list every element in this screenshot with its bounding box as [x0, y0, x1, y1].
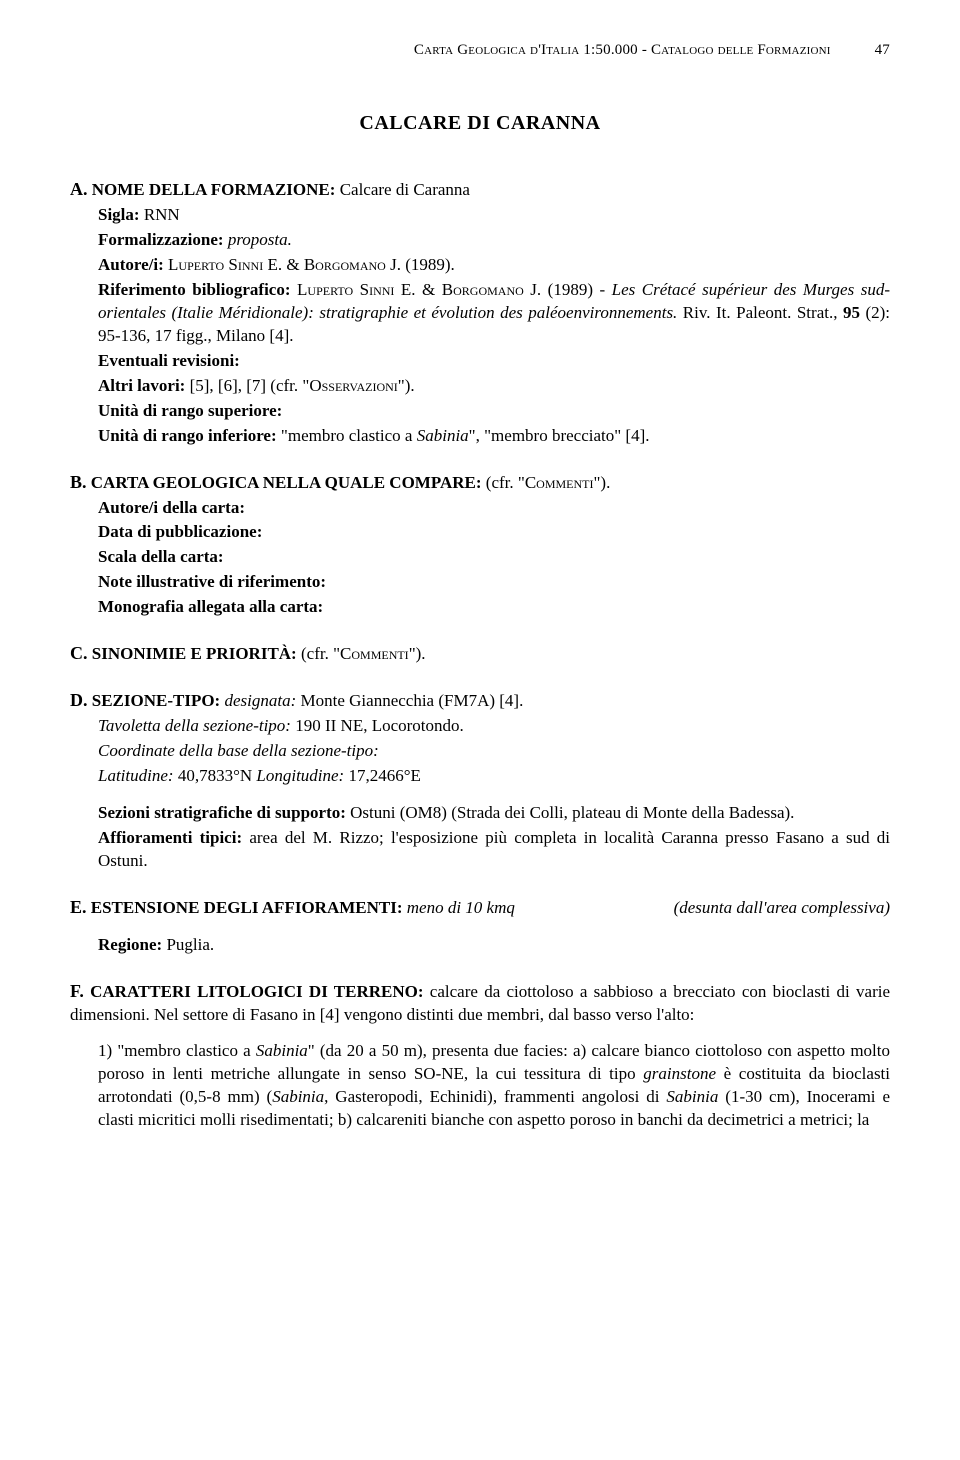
lat-value: 40,7833°N	[174, 766, 257, 785]
section-letter-a: A.	[70, 179, 88, 199]
rif-vol: 95	[843, 303, 860, 322]
c-pre: (cfr. "	[297, 644, 340, 663]
b-sc: Commenti	[525, 473, 594, 492]
d-post1: Monte Giannecchia (FM7A) [4].	[296, 691, 523, 710]
aff-label: Affioramenti tipici:	[98, 828, 242, 847]
autore-sc2: Borgomano	[304, 255, 386, 274]
regione-value: Puglia.	[162, 935, 214, 954]
b-f5: Monografia allegata alla carta:	[98, 597, 323, 616]
rif-tail: Riv. It. Paleont. Strat.,	[677, 303, 843, 322]
sup-label: Unità di rango superiore:	[98, 401, 282, 420]
formalizzazione-label: Formalizzazione:	[98, 230, 224, 249]
inf-italic: Sabinia	[417, 426, 469, 445]
section-a: A. NOME DELLA FORMAZIONE: Calcare di Car…	[70, 177, 890, 447]
rif-sc2: Borgomano	[442, 280, 524, 299]
c-post: ").	[409, 644, 426, 663]
d-it1: designata:	[224, 691, 296, 710]
c-sc: Commenti	[340, 644, 409, 663]
e-heading: ESTENSIONE DEGLI AFFIORAMENTI:	[91, 898, 403, 917]
f-p1-it4: Sabinia	[666, 1087, 718, 1106]
regione-label: Regione:	[98, 935, 162, 954]
e-desunta: (desunta dall'area complessiva)	[654, 897, 890, 920]
lon-label: Longitudine:	[256, 766, 344, 785]
lon-value: 17,2466°E	[344, 766, 421, 785]
rif-mid2: J. (1989) -	[524, 280, 612, 299]
a-heading-value: Calcare di Caranna	[335, 180, 470, 199]
running-title: Carta Geologica d'Italia 1:50.000 - Cata…	[414, 42, 831, 58]
running-header: Carta Geologica d'Italia 1:50.000 - Cata…	[70, 40, 890, 60]
altri-value: [5], [6], [7] (cfr. "	[185, 376, 309, 395]
rev-label: Eventuali revisioni:	[98, 351, 240, 370]
autore-post: J. (1989).	[386, 255, 455, 274]
section-e: E. ESTENSIONE DEGLI AFFIORAMENTI: meno d…	[70, 895, 890, 957]
b-pre: (cfr. "	[482, 473, 525, 492]
altri-value2: ").	[398, 376, 415, 395]
b-f1: Autore/i della carta:	[98, 498, 245, 517]
f-p1-mid3: , Gasteropodi, Echinidi), frammenti ango…	[324, 1087, 666, 1106]
autore-mid: E. &	[263, 255, 304, 274]
formalizzazione-value: proposta.	[224, 230, 292, 249]
f-p1-it3: Sabinia	[272, 1087, 324, 1106]
f-heading: CARATTERI LITOLOGICI DI TERRENO:	[90, 982, 423, 1001]
e-value: meno di 10 kmq	[403, 898, 515, 917]
b-f2: Data di pubblicazione:	[98, 522, 262, 541]
rif-sc1: Luperto Sinni	[297, 280, 394, 299]
d-heading: SEZIONE-TIPO:	[92, 691, 220, 710]
page-number: 47	[875, 40, 890, 60]
c-heading: SINONIMIE E PRIORITÀ:	[92, 644, 297, 663]
sigla-value: RNN	[140, 205, 180, 224]
section-d: D. SEZIONE-TIPO: designata: Monte Gianne…	[70, 688, 890, 873]
section-letter-e: E.	[70, 897, 87, 917]
inf-pre: "membro clastico a	[277, 426, 417, 445]
autore-sc1: Luperto Sinni	[168, 255, 263, 274]
autore-label: Autore/i:	[98, 255, 164, 274]
altri-sc: Osservazioni	[309, 376, 397, 395]
sigla-label: Sigla:	[98, 205, 140, 224]
b-post: ").	[593, 473, 610, 492]
sezioni-value: Ostuni (OM8) (Strada dei Colli, plateau …	[346, 803, 795, 822]
b-heading: CARTA GEOLOGICA NELLA QUALE COMPARE:	[91, 473, 482, 492]
b-f3: Scala della carta:	[98, 547, 224, 566]
section-letter-f: F.	[70, 981, 84, 1001]
tav-value: 190 II NE, Locorotondo.	[291, 716, 464, 735]
rif-label: Riferimento bibliografico:	[98, 280, 291, 299]
section-letter-d: D.	[70, 690, 88, 710]
b-f4: Note illustrative di riferimento:	[98, 572, 326, 591]
section-c: C. SINONIMIE E PRIORITÀ: (cfr. "Commenti…	[70, 641, 890, 666]
coord-label: Coordinate della base della sezione-tipo…	[98, 741, 379, 760]
main-title: CALCARE DI CARANNA	[70, 110, 890, 137]
f-p1-it2: grainstone	[643, 1064, 716, 1083]
f-p1-it1: Sabinia	[256, 1041, 308, 1060]
section-b: B. CARTA GEOLOGICA NELLA QUALE COMPARE: …	[70, 470, 890, 620]
rif-mid1: E. &	[394, 280, 441, 299]
f-p1-pre: 1) "membro clastico a	[98, 1041, 256, 1060]
inf-post: ", "membro brecciato" [4].	[469, 426, 650, 445]
altri-label: Altri lavori:	[98, 376, 185, 395]
a-heading: NOME DELLA FORMAZIONE:	[92, 180, 336, 199]
lat-label: Latitudine:	[98, 766, 174, 785]
section-letter-c: C.	[70, 643, 88, 663]
section-f: F. CARATTERI LITOLOGICI DI TERRENO: calc…	[70, 979, 890, 1133]
sezioni-label: Sezioni stratigrafiche di supporto:	[98, 803, 346, 822]
section-letter-b: B.	[70, 472, 87, 492]
tav-label: Tavoletta della sezione-tipo:	[98, 716, 291, 735]
inf-label: Unità di rango inferiore:	[98, 426, 277, 445]
